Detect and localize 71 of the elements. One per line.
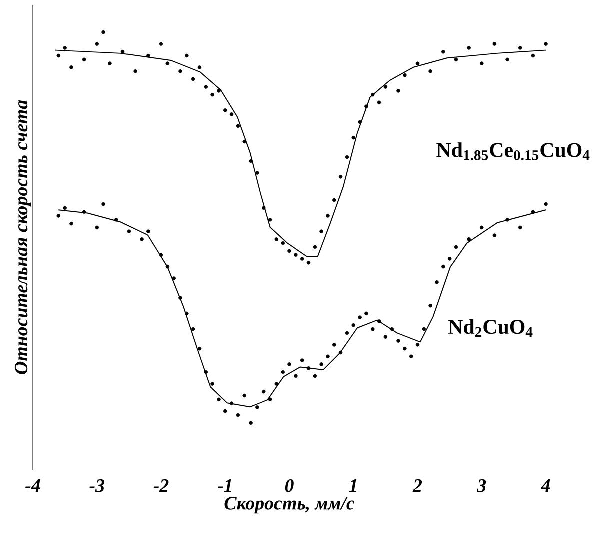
point — [56, 54, 61, 58]
point — [480, 62, 484, 66]
point — [166, 62, 170, 66]
point — [377, 100, 382, 105]
point — [268, 218, 272, 222]
point — [178, 70, 182, 74]
point — [230, 112, 234, 116]
x-tick-label: 4 — [540, 480, 550, 492]
x-tick-label: 2 — [412, 480, 422, 492]
point — [454, 58, 458, 62]
point — [102, 30, 106, 34]
point — [326, 214, 330, 218]
x-axis-title: Скорость, мм/с — [224, 497, 355, 514]
point — [428, 70, 432, 74]
point — [70, 66, 74, 70]
point — [544, 42, 548, 46]
point — [95, 42, 100, 46]
y-axis-title: Относительная скорость счета — [14, 100, 32, 374]
point — [63, 46, 67, 50]
point — [134, 70, 138, 74]
point — [217, 89, 221, 93]
point — [345, 155, 350, 160]
point — [120, 50, 125, 54]
point — [146, 54, 150, 58]
point — [249, 159, 253, 164]
point — [185, 54, 189, 58]
point — [442, 50, 446, 54]
point — [191, 77, 196, 82]
point — [274, 238, 279, 242]
x-tick-label: -1 — [218, 480, 232, 492]
point — [223, 108, 228, 112]
point — [403, 73, 407, 78]
point — [364, 104, 368, 108]
x-tick-label: -4 — [26, 480, 40, 492]
point — [159, 42, 164, 46]
point — [352, 136, 356, 140]
point — [467, 46, 471, 50]
point — [210, 92, 214, 97]
point — [288, 249, 292, 254]
point — [492, 42, 497, 46]
point — [370, 92, 375, 97]
x-tick-label: 3 — [477, 480, 486, 492]
point — [320, 230, 324, 234]
text: Nd$_{1.85}$Ce$_{0.15}$CuO$_{4}$ — [436, 142, 590, 160]
point — [384, 85, 388, 89]
point — [518, 46, 522, 50]
point — [306, 260, 311, 265]
point — [281, 241, 285, 246]
point — [198, 66, 202, 70]
point — [256, 171, 260, 175]
point — [262, 206, 266, 210]
point — [300, 257, 304, 261]
point — [313, 245, 318, 250]
x-tick-label: 1 — [349, 480, 356, 492]
point — [108, 62, 112, 66]
x-tick-label: 0 — [285, 480, 294, 492]
x-tick-label: -3 — [90, 480, 105, 492]
series-label: Nd$_{2}$CuO$_{4}$ — [448, 319, 533, 338]
point — [204, 85, 208, 89]
x-tick-label: -2 — [154, 480, 169, 492]
point — [82, 58, 86, 62]
point — [396, 89, 400, 93]
point — [332, 198, 336, 202]
point — [236, 124, 240, 128]
point — [506, 58, 510, 62]
point — [416, 62, 420, 66]
point — [294, 253, 298, 257]
point — [338, 175, 343, 179]
point — [531, 54, 536, 58]
point — [358, 120, 362, 124]
point — [242, 140, 247, 144]
